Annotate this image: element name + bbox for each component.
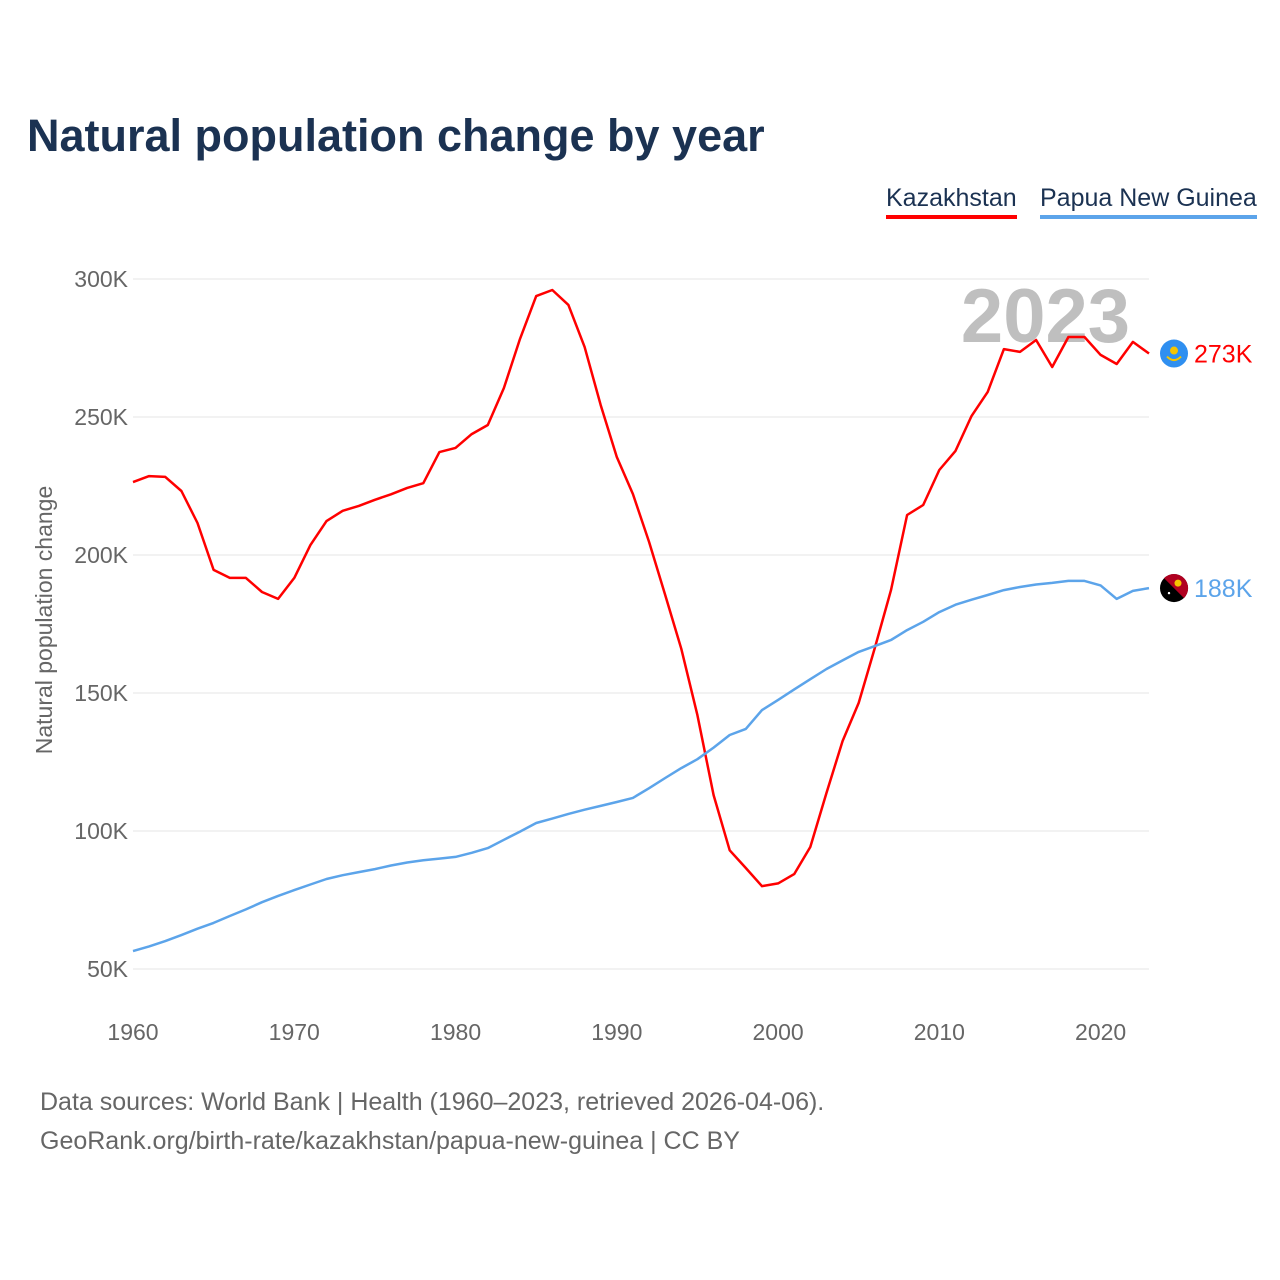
y-tick-label: 100K: [74, 818, 128, 844]
x-tick-label: 1970: [269, 1019, 320, 1045]
flag-star: [1167, 591, 1171, 595]
kazakhstan-flag-icon: [1160, 339, 1188, 368]
y-tick-label: 50K: [87, 956, 129, 982]
x-tick-label: 1980: [430, 1019, 481, 1045]
end-value-label: 273K: [1194, 341, 1253, 369]
end-value-label: 188K: [1194, 575, 1253, 603]
series-line-kazakhstan: [132, 288, 1150, 888]
source-line: Data sources: World Bank | Health (1960–…: [40, 1088, 825, 1116]
flag-eagle: [1166, 355, 1182, 362]
papua-new-guinea-flag-icon: [1160, 573, 1189, 603]
x-tick-label: 1960: [107, 1019, 158, 1045]
x-tick-label: 1990: [591, 1019, 642, 1045]
y-axis-label: Natural population change: [31, 486, 57, 755]
legend-papua-new-guinea[interactable]: Papua New Guinea: [1040, 184, 1257, 219]
year-watermark: 2023: [961, 274, 1130, 359]
flag-red-half: [1164, 573, 1189, 599]
legend-kazakhstan[interactable]: Kazakhstan: [886, 184, 1017, 219]
y-tick-label: 150K: [74, 680, 128, 706]
chart-title: Natural population change by year: [27, 110, 765, 161]
attribution-line: GeoRank.org/birth-rate/kazakhstan/papua-…: [40, 1127, 740, 1155]
x-tick-label: 2010: [914, 1019, 965, 1045]
flag-bird: [1174, 579, 1182, 587]
x-tick-label: 2000: [752, 1019, 803, 1045]
y-tick-label: 300K: [74, 266, 128, 292]
series-line-papua-new-guinea: [132, 579, 1150, 953]
x-tick-label: 2020: [1075, 1019, 1126, 1045]
y-tick-label: 200K: [74, 542, 128, 568]
flag-sun: [1170, 346, 1178, 355]
y-tick-label: 250K: [74, 404, 128, 430]
